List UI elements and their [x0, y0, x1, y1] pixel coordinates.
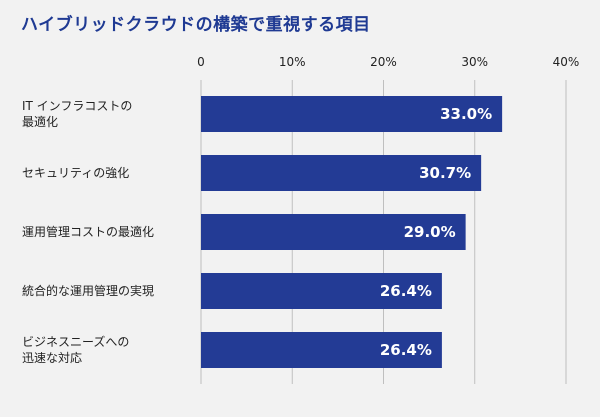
- value-label: 33.0%: [440, 105, 492, 123]
- x-tick-label: 30%: [461, 55, 488, 69]
- x-tick-label: 20%: [370, 55, 397, 69]
- category-label: セキュリティの強化: [22, 166, 129, 180]
- bar: [201, 214, 466, 250]
- x-tick-label: 10%: [279, 55, 306, 69]
- x-tick-label: 0: [197, 55, 205, 69]
- category-label: 統合的な運用管理の実現: [22, 283, 154, 298]
- value-label: 26.4%: [380, 282, 432, 300]
- value-label: 30.7%: [419, 164, 471, 182]
- bar: [201, 96, 503, 132]
- category-label: 運用管理コストの最適化: [22, 224, 154, 239]
- bar: [201, 155, 482, 191]
- bar: [201, 332, 442, 368]
- x-tick-label: 40%: [553, 55, 580, 69]
- category-label: ビジネスニーズへの: [22, 334, 129, 349]
- category-label: IT インフラコストの: [22, 99, 132, 113]
- bar: [201, 273, 442, 309]
- chart-title: ハイブリッドクラウドの構築で重視する項目: [21, 15, 371, 35]
- category-label: 最適化: [22, 114, 58, 129]
- value-label: 26.4%: [380, 341, 432, 359]
- category-label: 迅速な対応: [22, 351, 82, 365]
- value-label: 29.0%: [404, 223, 456, 241]
